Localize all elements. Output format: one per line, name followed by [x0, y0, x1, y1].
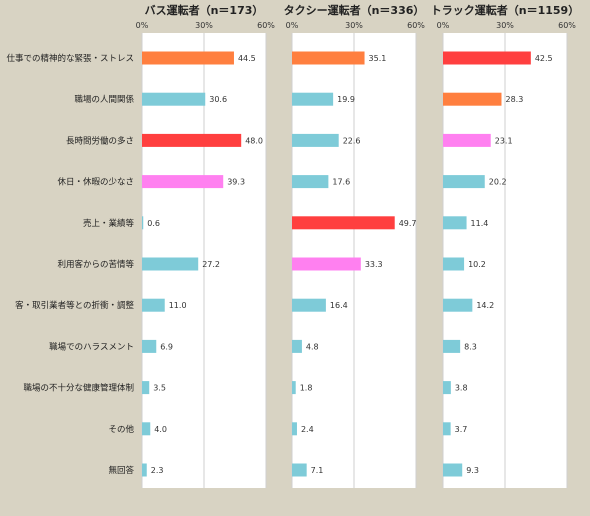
data-label: 11.4 — [471, 219, 489, 228]
bar — [292, 175, 329, 189]
bar — [443, 92, 502, 106]
data-label: 49.7 — [399, 219, 417, 228]
chart-panel: トラック運転者（n＝1159） 0% 30% 60% 42.5 28.3 23.1 20.2 1… — [431, 3, 579, 488]
bar — [142, 92, 206, 106]
data-label: 9.3 — [466, 466, 479, 475]
x-tick-label: 30% — [496, 21, 514, 30]
bar — [443, 216, 467, 230]
bar — [292, 298, 326, 312]
category-labels: 仕事での精神的な緊張・ストレス職場の人間関係長時間労働の多さ休日・休暇の少なさ売… — [6, 53, 134, 476]
category-label: 職場の人間関係 — [74, 94, 134, 105]
bar — [142, 51, 234, 65]
bar — [292, 381, 296, 395]
panel-title: タクシー運転者（n＝336） — [284, 3, 425, 17]
category-label: 無回答 — [108, 465, 134, 476]
x-tick-label: 30% — [345, 21, 363, 30]
bar — [443, 381, 451, 395]
data-label: 0.6 — [147, 219, 160, 228]
category-label: 長時間労働の多さ — [66, 135, 134, 146]
category-label: 職場の不十分な健康管理体制 — [23, 383, 134, 394]
panel-title: トラック運転者（n＝1159） — [431, 3, 579, 17]
data-label: 1.8 — [300, 384, 313, 393]
data-label: 23.1 — [495, 136, 513, 145]
x-tick-label: 60% — [257, 21, 275, 30]
category-label: 休日・休暇の少なさ — [57, 177, 134, 188]
data-label: 2.4 — [301, 425, 314, 434]
data-label: 27.2 — [202, 260, 220, 269]
bar — [443, 298, 473, 312]
data-label: 4.0 — [154, 425, 167, 434]
x-tick-label: 60% — [407, 21, 425, 30]
bar — [142, 216, 144, 230]
x-tick-label: 0% — [286, 21, 299, 30]
category-label: 職場でのハラスメント — [49, 341, 134, 352]
bar — [292, 463, 307, 477]
bar — [142, 463, 147, 477]
data-label: 4.8 — [306, 342, 319, 351]
bar — [142, 298, 165, 312]
bar — [443, 463, 463, 477]
bar — [292, 339, 302, 353]
bar — [292, 422, 297, 436]
data-label: 48.0 — [245, 136, 263, 145]
bar — [292, 257, 361, 271]
chart-panels: バス運転者（n＝173） 0% 30% 60% 44.5 30.6 48.0 39.3 0.6 2… — [136, 3, 579, 488]
chart-panel: タクシー運転者（n＝336） 0% 30% 60% 35.1 19.9 22.6 17.6 49… — [284, 3, 425, 488]
data-label: 33.3 — [365, 260, 383, 269]
data-label: 3.5 — [153, 384, 166, 393]
data-label: 3.7 — [455, 425, 468, 434]
bar — [443, 51, 531, 65]
data-label: 30.6 — [209, 95, 227, 104]
data-label: 10.2 — [468, 260, 486, 269]
data-label: 22.6 — [343, 136, 361, 145]
category-label: 利用客からの苦情等 — [57, 259, 134, 270]
data-label: 7.1 — [311, 466, 324, 475]
data-label: 44.5 — [238, 54, 256, 63]
data-label: 6.9 — [160, 342, 173, 351]
data-label: 35.1 — [369, 54, 387, 63]
bar — [443, 175, 485, 189]
data-label: 17.6 — [332, 178, 350, 187]
data-label: 39.3 — [227, 178, 245, 187]
data-label: 2.3 — [151, 466, 164, 475]
data-label: 8.3 — [464, 342, 477, 351]
bar — [443, 422, 451, 436]
data-label: 19.9 — [337, 95, 355, 104]
x-tick-label: 30% — [195, 21, 213, 30]
data-label: 3.8 — [455, 384, 468, 393]
category-label: その他 — [108, 424, 134, 435]
bar — [292, 51, 365, 65]
data-label: 20.2 — [489, 178, 507, 187]
data-label: 28.3 — [505, 95, 523, 104]
bar — [292, 92, 334, 106]
bar — [142, 175, 224, 189]
bar — [292, 133, 339, 147]
data-label: 16.4 — [330, 301, 348, 310]
category-label: 売上・業績等 — [83, 218, 135, 229]
bar — [292, 216, 395, 230]
category-label: 客・取引業者等との折衝・調整 — [15, 300, 134, 311]
bar — [142, 381, 150, 395]
panel-title: バス運転者（n＝173） — [145, 3, 264, 17]
bar — [443, 339, 461, 353]
bar — [142, 422, 151, 436]
chart-panel: バス運転者（n＝173） 0% 30% 60% 44.5 30.6 48.0 39.3 0.6 2… — [136, 3, 275, 488]
x-tick-label: 60% — [558, 21, 576, 30]
bar — [142, 133, 242, 147]
data-label: 14.2 — [476, 301, 494, 310]
bar — [142, 257, 199, 271]
bar — [142, 339, 157, 353]
bar — [443, 133, 491, 147]
data-label: 11.0 — [169, 301, 187, 310]
data-label: 42.5 — [535, 54, 553, 63]
bar — [443, 257, 465, 271]
x-tick-label: 0% — [437, 21, 450, 30]
x-tick-label: 0% — [136, 21, 149, 30]
category-label: 仕事での精神的な緊張・ストレス — [6, 53, 134, 64]
